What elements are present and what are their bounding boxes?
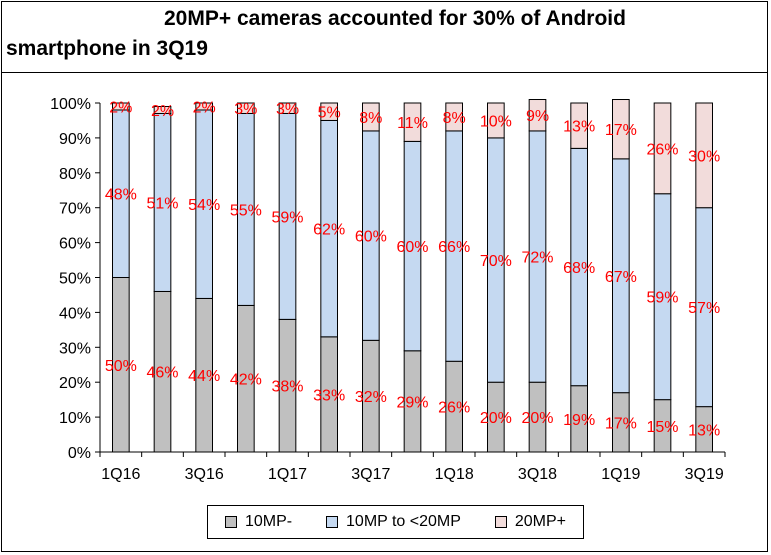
data-label: 2% — [151, 103, 174, 120]
data-label: 70% — [480, 253, 512, 270]
data-label: 30% — [688, 148, 720, 165]
data-label: 60% — [396, 239, 428, 256]
data-label: 60% — [355, 229, 387, 246]
data-label: 8% — [359, 110, 382, 127]
bar-segment — [403, 102, 422, 142]
y-tick-label: 60% — [59, 236, 91, 253]
data-label: 55% — [230, 202, 262, 219]
bar-segment — [237, 102, 255, 114]
data-label: 68% — [563, 260, 595, 277]
bar-segment — [362, 102, 380, 132]
bar-segment — [445, 102, 464, 132]
data-label: 13% — [563, 119, 595, 136]
bar-segment — [612, 99, 630, 160]
legend-label-10mp-minus: 10MP- — [244, 513, 293, 530]
data-label: 38% — [271, 379, 303, 396]
x-tick-label: 3Q19 — [685, 466, 724, 483]
chart-title-line2: smartphone in 3Q19 — [6, 37, 208, 60]
legend-label-20mp-plus: 20MP+ — [514, 513, 566, 530]
bar-segment — [487, 102, 505, 139]
bar-segment — [320, 102, 339, 121]
chart-title-line1: 20MP+ cameras accounted for 30% of Andro… — [164, 7, 626, 30]
data-label: 67% — [605, 269, 637, 286]
data-label: 9% — [526, 108, 549, 125]
bar-segment — [695, 102, 713, 209]
y-tick-label: 80% — [59, 166, 91, 183]
data-label: 33% — [313, 387, 345, 404]
data-label: 3% — [234, 101, 257, 118]
data-label: 10% — [480, 113, 512, 130]
data-label: 44% — [188, 368, 220, 385]
legend-item-20mp-plus: 20MP+ — [494, 513, 566, 531]
data-label: 2% — [109, 99, 132, 116]
stacked-bar-chart: 0% 10% 20% 30% 40% 50% 60% 70% 80% 90% 100% 50% 48% 2… — [50, 96, 726, 483]
bar-segment — [528, 99, 547, 132]
y-tick-label: 50% — [59, 271, 91, 288]
data-label: 11% — [397, 115, 428, 132]
y-tick-label: 0% — [68, 445, 91, 462]
data-label: 29% — [396, 394, 428, 411]
data-label: 54% — [188, 197, 220, 214]
data-label: 3% — [276, 101, 299, 118]
data-label: 17% — [605, 122, 637, 139]
data-label: 20% — [521, 410, 553, 427]
data-label: 51% — [146, 195, 178, 212]
y-tick-label: 20% — [59, 375, 91, 392]
data-label: 15% — [646, 419, 678, 436]
x-tick-label: 1Q17 — [268, 466, 307, 483]
data-label: 20% — [480, 410, 512, 427]
bar-segment — [570, 102, 588, 149]
x-tick-label: 3Q18 — [518, 466, 557, 483]
y-tick-label: 30% — [59, 340, 91, 357]
x-tick-label: 3Q16 — [185, 466, 224, 483]
data-label: 2% — [193, 99, 216, 116]
data-label: 59% — [646, 290, 678, 307]
data-label: 17% — [605, 415, 637, 432]
y-tick-label: 100% — [50, 96, 91, 113]
bar-segment — [195, 102, 213, 111]
x-tick-label: 1Q18 — [435, 466, 474, 483]
y-tick-label: 10% — [59, 410, 91, 427]
data-label: 66% — [438, 239, 470, 256]
data-label: 13% — [688, 422, 720, 439]
data-label: 26% — [646, 141, 678, 158]
legend-swatch-20mp-plus — [494, 516, 507, 528]
x-tick-label: 1Q19 — [601, 466, 640, 483]
bar-segment — [653, 102, 672, 195]
data-label: 62% — [313, 222, 345, 239]
legend-label-10mp-to-20mp: 10MP to <20MP — [346, 513, 461, 530]
legend-swatch-10mp-minus — [224, 516, 237, 528]
data-label: 19% — [563, 412, 595, 429]
title-divider — [1, 72, 767, 73]
chart-legend: 10MP- 10MP to <20MP 20MP+ — [207, 505, 584, 539]
data-label: 72% — [521, 250, 553, 267]
data-label: 57% — [688, 300, 720, 317]
data-label: 5% — [318, 105, 341, 122]
y-tick-label: 70% — [59, 201, 91, 218]
x-tick-label: 1Q16 — [101, 466, 140, 483]
y-tick-label: 40% — [59, 305, 91, 322]
x-tick-label: 3Q17 — [351, 466, 390, 483]
data-label: 42% — [230, 372, 262, 389]
y-tick-label: 90% — [59, 131, 91, 148]
data-label: 32% — [355, 389, 387, 406]
chart-title: 20MP+ cameras accounted for 30% of Andro… — [6, 4, 766, 64]
bar-segment — [278, 102, 297, 114]
data-label: 46% — [146, 365, 178, 382]
data-label: 50% — [105, 358, 137, 375]
legend-swatch-10mp-to-20mp — [326, 516, 339, 528]
data-label: 59% — [271, 209, 303, 226]
data-label: 26% — [438, 400, 470, 417]
data-label: 8% — [443, 110, 466, 127]
bar-segment — [153, 105, 172, 114]
bar-segment — [112, 102, 130, 111]
legend-item-10mp-minus: 10MP- — [224, 513, 293, 531]
legend-item-10mp-to-20mp: 10MP to <20MP — [326, 513, 461, 531]
data-label: 48% — [105, 187, 137, 204]
